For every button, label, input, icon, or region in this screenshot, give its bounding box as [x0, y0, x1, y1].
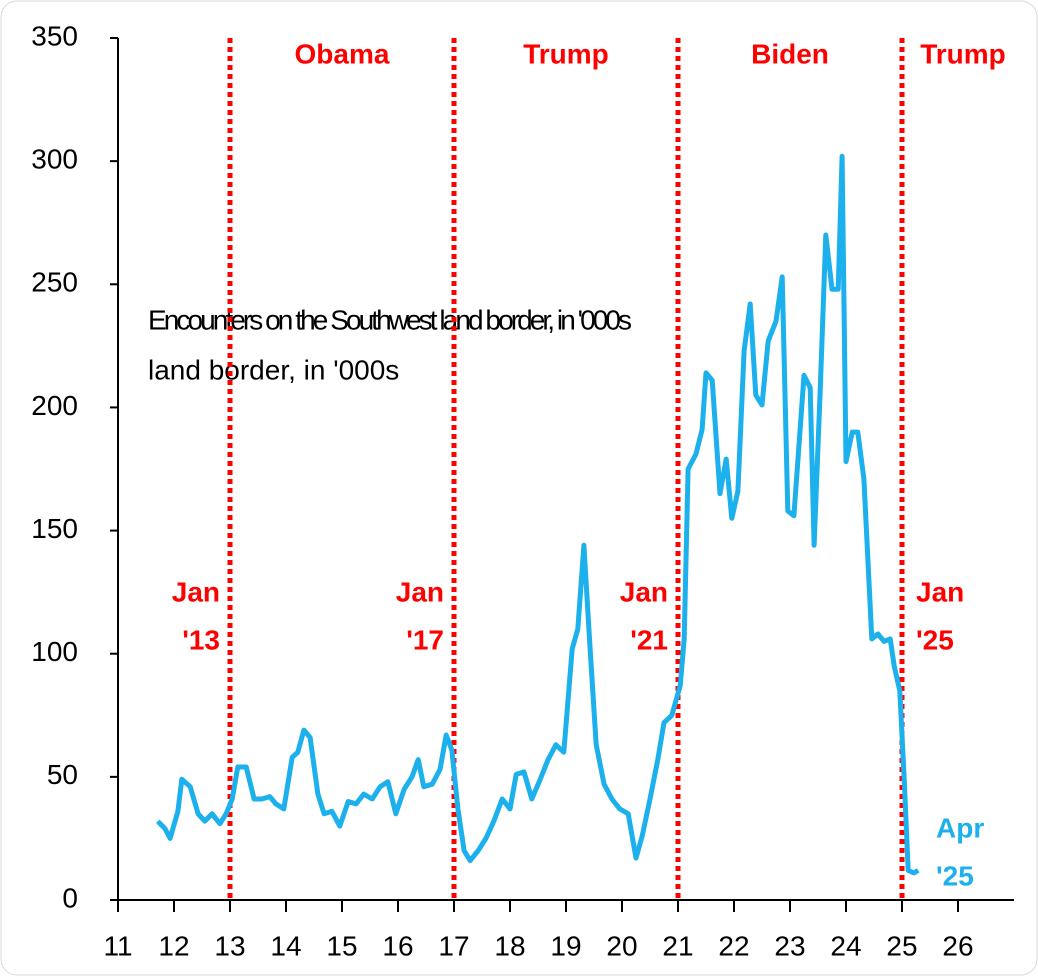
annotation: land border, in '000s: [148, 354, 399, 385]
y-tick-label: 200: [31, 390, 78, 421]
era-label: Biden: [751, 38, 829, 69]
era-label: Trump: [523, 38, 609, 69]
marker-label: '13: [182, 624, 220, 655]
x-tick-label: 13: [214, 930, 245, 961]
y-tick-label: 300: [31, 144, 78, 175]
x-tick-label: 16: [382, 930, 413, 961]
end-label: '25: [936, 860, 974, 891]
x-tick-label: 17: [438, 930, 469, 961]
x-tick-label: 24: [830, 930, 861, 961]
era-label: Trump: [920, 38, 1006, 69]
y-tick-label: 250: [31, 267, 78, 298]
y-tick-label: 50: [47, 759, 78, 790]
x-tick-label: 23: [774, 930, 805, 961]
marker-label: Jan: [916, 576, 964, 607]
x-tick-label: 20: [606, 930, 637, 961]
x-tick-label: 19: [550, 930, 581, 961]
x-tick-label: 21: [662, 930, 693, 961]
x-tick-label: 25: [886, 930, 917, 961]
marker-label: Jan: [620, 576, 668, 607]
y-tick-label: 350: [31, 20, 78, 51]
y-tick-label: 150: [31, 513, 78, 544]
x-tick-label: 11: [103, 930, 132, 961]
data-line: [156, 153, 920, 876]
y-tick-label: 0: [62, 882, 78, 913]
era-label: Obama: [295, 38, 390, 69]
marker-label: '25: [916, 624, 954, 655]
x-tick-label: 12: [158, 930, 189, 961]
end-label: Apr: [936, 812, 984, 843]
x-tick-label: 18: [494, 930, 525, 961]
marker-label: '17: [406, 624, 444, 655]
x-tick-label: 26: [942, 930, 973, 961]
y-tick-label: 100: [31, 636, 78, 667]
x-tick-label: 15: [326, 930, 357, 961]
marker-label: Jan: [172, 576, 220, 607]
marker-label: Jan: [396, 576, 444, 607]
x-tick-label: 22: [718, 930, 749, 961]
x-tick-label: 14: [270, 930, 301, 961]
annotation: Encounters on the Southwest land border,…: [148, 304, 632, 335]
marker-label: '21: [630, 624, 668, 655]
